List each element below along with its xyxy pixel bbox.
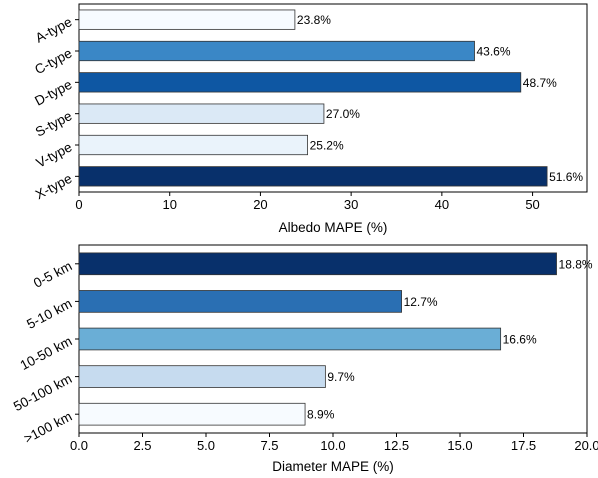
diameter-bar-3: [78, 365, 326, 388]
diameter-category-label-0: 0-5 km: [31, 258, 74, 291]
albedo-xtick-label-1: 10: [162, 197, 176, 212]
albedo-xtick-label-4: 40: [435, 197, 449, 212]
albedo-bar-2: [78, 72, 522, 93]
diameter-xtick-label-4: 10.0: [320, 438, 345, 453]
albedo-data-label-1: 43.6%: [477, 45, 511, 59]
diameter-data-label-3: 9.7%: [327, 370, 355, 384]
diameter-data-label-1: 12.7%: [404, 295, 438, 309]
diameter-category-label-2: 10-50 km: [18, 333, 75, 373]
albedo-category-label-0: A-type: [33, 14, 75, 46]
albedo-x-axis-title: Albedo MAPE (%): [279, 220, 388, 235]
diameter-bar-0: [78, 252, 557, 276]
diameter-data-label-0: 18.8%: [559, 257, 593, 271]
albedo-category-label-4: V-type: [34, 139, 75, 170]
diameter-category-label-4: >100 km: [21, 409, 74, 447]
diameter-xtick-label-0: 0.0: [70, 438, 88, 453]
albedo-bar-0: [78, 9, 296, 30]
albedo-xtick-label-2: 20: [253, 197, 267, 212]
albedo-data-label-2: 48.7%: [523, 76, 557, 90]
diameter-xtick-label-1: 2.5: [133, 438, 151, 453]
diameter-bar-4: [78, 402, 306, 426]
diameter-data-label-2: 16.6%: [503, 333, 537, 347]
albedo-plot-frame: [78, 3, 588, 193]
albedo-panel: A-type 23.8% C-type 43.6% D-type 48.7% S-type 2…: [32, 3, 588, 235]
albedo-data-label-5: 51.6%: [549, 170, 583, 184]
albedo-xtick-label-0: 0: [75, 197, 82, 212]
albedo-bar-1: [78, 40, 475, 62]
albedo-bar-4: [78, 134, 309, 156]
diameter-xtick-label-6: 15.0: [447, 438, 472, 453]
albedo-category-label-1: C-type: [32, 45, 74, 77]
albedo-category-label-2: D-type: [32, 77, 74, 109]
diameter-x-axis-title: Diameter MAPE (%): [272, 459, 394, 474]
albedo-category-label-5: X-type: [33, 171, 75, 203]
albedo-xtick-label-3: 30: [344, 197, 358, 212]
diameter-bar-1: [78, 290, 402, 313]
albedo-bar-3: [78, 103, 325, 124]
albedo-xtick-label-5: 50: [525, 197, 539, 212]
diameter-panel: 0-5 km 18.8% 5-10 km 12.7% 10-50 km 16.6% 50-1…: [11, 244, 598, 474]
diameter-xtick-label-8: 20.0: [574, 438, 598, 453]
diameter-xtick-label-5: 12.5: [384, 438, 409, 453]
diameter-category-label-1: 5-10 km: [24, 296, 74, 332]
diameter-xtick-label-2: 5.0: [197, 438, 215, 453]
diameter-data-label-4: 8.9%: [307, 408, 335, 422]
albedo-bar-5: [78, 166, 548, 187]
diameter-xtick-label-7: 17.5: [511, 438, 536, 453]
diameter-bar-2: [78, 327, 502, 351]
albedo-data-label-4: 25.2%: [310, 139, 344, 153]
diameter-xtick-label-3: 7.5: [260, 438, 278, 453]
albedo-data-label-3: 27.0%: [326, 107, 360, 121]
albedo-data-label-0: 23.8%: [297, 13, 331, 27]
albedo-category-label-3: S-type: [33, 108, 75, 140]
diameter-category-label-3: 50-100 km: [11, 371, 74, 414]
